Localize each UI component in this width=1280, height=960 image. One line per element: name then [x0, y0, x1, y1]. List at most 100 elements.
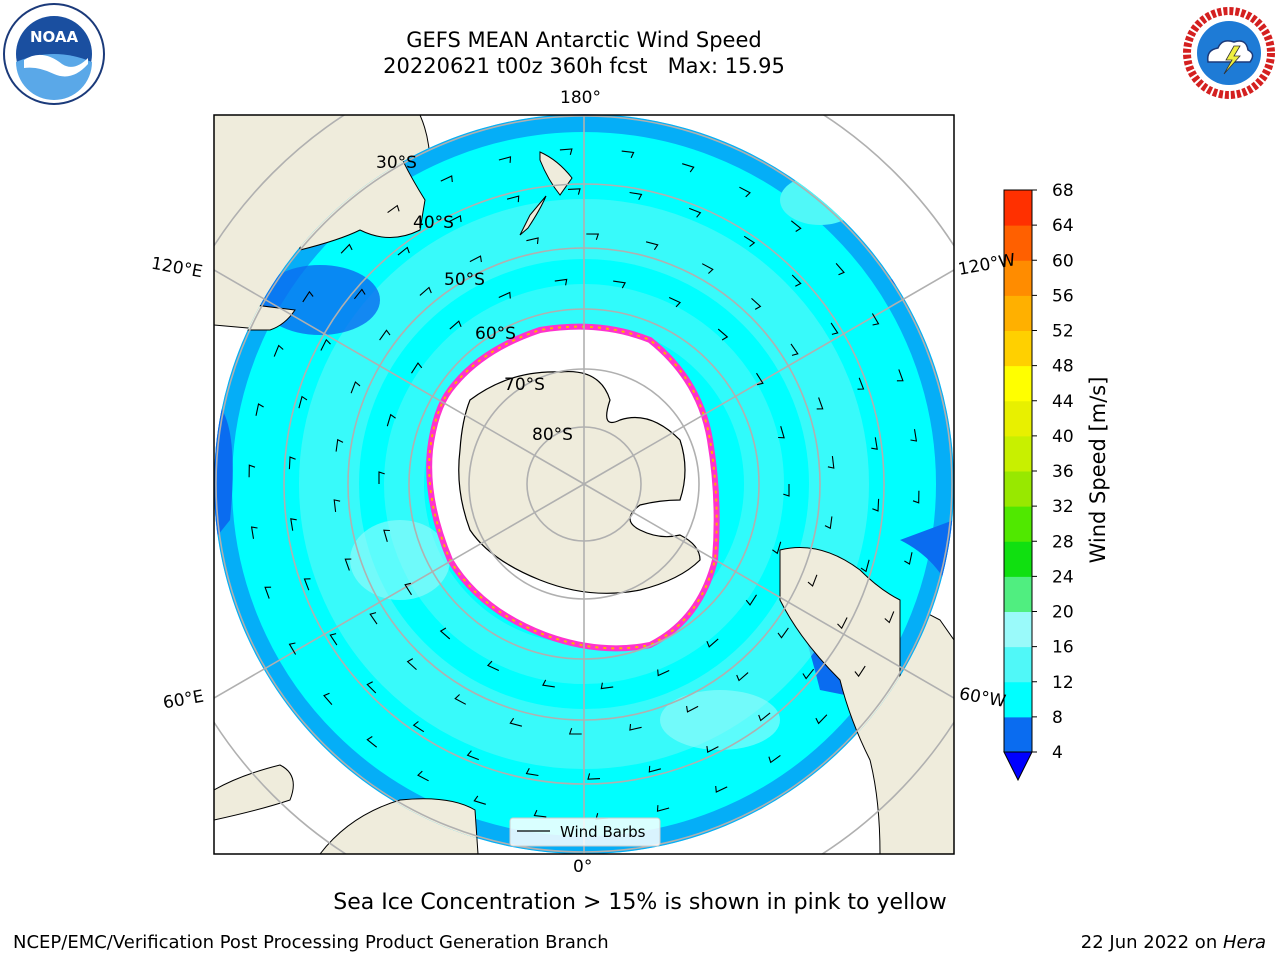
colorbar-segment [1004, 435, 1032, 472]
wind-barb [816, 397, 824, 410]
wind-barb [706, 638, 719, 648]
wind-barb [701, 263, 714, 274]
wind-barb [506, 195, 520, 203]
wind-barb [772, 541, 782, 555]
wind-barb [273, 344, 284, 357]
colorbar-segment [1004, 295, 1032, 331]
wind-barb [397, 246, 410, 256]
wind-barb [298, 395, 308, 409]
wind-barb [715, 785, 728, 793]
colorbar-segment [1004, 365, 1032, 402]
wind-barb [777, 627, 789, 639]
wind-barb [350, 381, 361, 394]
wind-barb [648, 765, 662, 773]
wind-barb [668, 297, 682, 308]
colorbar-tick-label: 16 [1052, 638, 1074, 658]
wind-barb [542, 679, 555, 688]
wind-barb [860, 559, 870, 573]
wind-barb [526, 237, 539, 244]
colorbar-tick-label: 20 [1052, 603, 1074, 623]
wind-barb [824, 516, 833, 530]
wind-barb [629, 724, 642, 731]
wind-barb [344, 558, 352, 571]
wind-barb [288, 456, 296, 470]
colorbar-tick-label: 44 [1052, 392, 1074, 412]
wind-barb [419, 286, 432, 296]
wind-barb [739, 186, 751, 198]
wind-barb [904, 552, 913, 565]
footer-platform: Hera [1222, 932, 1266, 953]
colorbar-tick-label: 56 [1052, 286, 1074, 306]
colorbar-tick-label: 28 [1052, 532, 1074, 552]
nws-logo [1180, 4, 1278, 102]
wind-barb [383, 529, 390, 542]
wind-barb [736, 672, 749, 682]
colorbar-segment [1004, 400, 1032, 437]
wind-barb [366, 736, 378, 748]
wind-barb [815, 714, 828, 725]
wind-barb [473, 795, 486, 805]
wind-barb [689, 207, 702, 218]
wind-barb [790, 220, 802, 232]
wind-barb [745, 594, 757, 606]
wind-barb [320, 338, 331, 351]
wind-barb [449, 215, 462, 222]
wind-barb [910, 429, 918, 442]
wind-barb [790, 343, 799, 356]
colorbar-segment [1004, 716, 1032, 753]
chart-subtitle: 20220621 t00z 360h fcst Max: 15.95 [383, 54, 785, 78]
wind-barb [682, 163, 695, 173]
colorbar-tick-label: 48 [1052, 357, 1074, 377]
wind-barb [896, 369, 904, 382]
wind-barb [835, 263, 845, 276]
wind-barb [525, 768, 539, 777]
wind-barb [830, 322, 839, 335]
wind-barb [854, 665, 866, 678]
footer-credit: NCEP/EMC/Verification Post Processing Pr… [13, 932, 609, 953]
graticule [214, 115, 954, 854]
wind-barb [758, 712, 771, 722]
colorbar-segment [1004, 611, 1032, 648]
wind-barb [587, 773, 601, 780]
wind-barb [255, 403, 264, 416]
wind-barb [406, 658, 417, 671]
wind-barb [466, 750, 479, 761]
lon-label-bottom: 0° [573, 857, 593, 877]
colorbar-segment [1004, 541, 1032, 577]
wind-barbs [248, 148, 920, 820]
wind-barb [783, 484, 790, 497]
wind-barb [686, 705, 699, 713]
colorbar-segment [1004, 471, 1032, 507]
wind-barb [871, 313, 880, 326]
footer-date: 22 Jun 2022 on Hera [1081, 932, 1266, 953]
wind-barb [912, 490, 920, 504]
wind-barb [791, 274, 802, 287]
wind-barb [498, 156, 512, 163]
wind-barb [250, 526, 258, 539]
wind-barb [621, 150, 635, 159]
lat-label-30s: 30°S [376, 153, 417, 173]
wind-barb [469, 255, 482, 263]
wind-barb [329, 633, 338, 646]
wind-barb [323, 692, 333, 705]
colorbar-tick-label: 32 [1052, 497, 1074, 517]
colorbar-segment [1004, 506, 1032, 542]
wind-barb [756, 372, 764, 386]
lat-label-60s: 60°S [475, 324, 516, 344]
wind-barb [871, 437, 878, 450]
lat-label-40s: 40°S [413, 213, 454, 233]
wind-barb [404, 582, 412, 596]
wind-barb [335, 438, 344, 452]
colorbar-tick-label: 68 [1052, 181, 1074, 201]
wind-barb [656, 805, 670, 812]
legend-label: Wind Barbs [560, 823, 646, 841]
wind-barb [439, 627, 451, 640]
wind-barb [872, 498, 880, 512]
colorbar-segment [1004, 330, 1032, 367]
svg-text:NOAA: NOAA [30, 28, 79, 46]
wind-barb [353, 288, 366, 300]
wind-barb [768, 754, 781, 764]
wind-barb [412, 721, 425, 733]
